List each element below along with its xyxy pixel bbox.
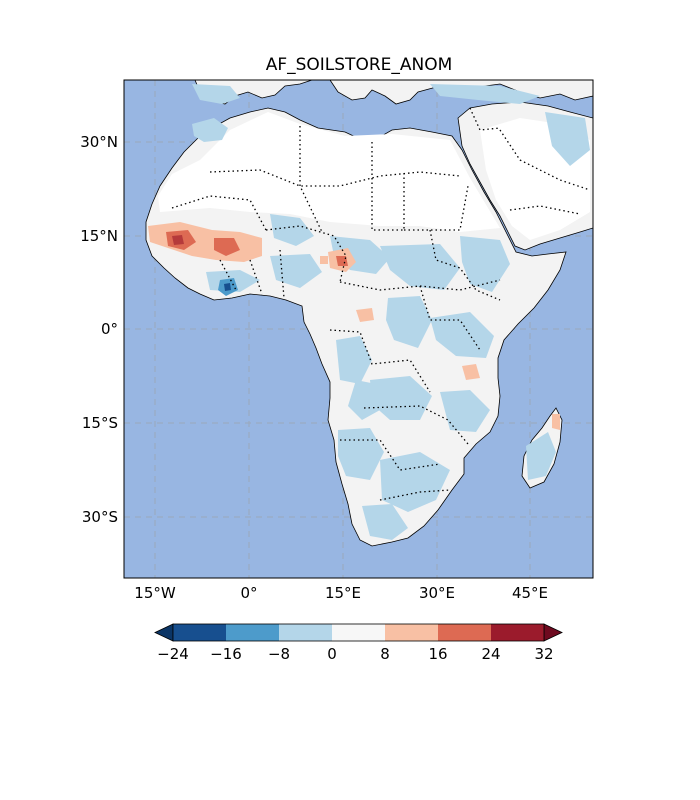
colorbar-extend-high (543, 623, 563, 642)
colorbar-extend-low (154, 623, 174, 642)
strong-negative-core (224, 283, 231, 291)
colorbar-tick-label: −16 (210, 645, 242, 663)
lon-label-45e: 45°E (512, 584, 548, 602)
colorbar-bin (279, 624, 332, 641)
colorbar-bin (491, 624, 544, 641)
colorbar-tick-label: −24 (157, 645, 189, 663)
colorbar-tick-label: 16 (428, 645, 447, 663)
colorbar-frame (172, 623, 545, 642)
colorbar-bin (226, 624, 279, 641)
lon-label-15w: 15°W (134, 584, 176, 602)
colorbar-tick-label: −8 (268, 645, 290, 663)
latitude-labels: 30°N 15°N 0° 15°S 30°S (80, 133, 118, 526)
country-borders (171, 107, 591, 501)
colorbar-bin (438, 624, 491, 641)
colorbar-bin (385, 624, 438, 641)
colorbar-bin (173, 624, 226, 641)
lon-label-30e: 30°E (419, 584, 455, 602)
lat-label-0: 0° (101, 320, 118, 338)
map-title: AF_SOILSTORE_ANOM (265, 55, 453, 75)
colorbar-tick-label: 24 (481, 645, 500, 663)
lat-label-30n: 30°N (80, 133, 118, 151)
sahara-region (158, 112, 500, 232)
longitude-labels: 15°W 0° 15°E 30°E 45°E (134, 584, 548, 602)
colorbar: −24 −16 −8 0 8 16 24 32 (154, 623, 563, 663)
colorbar-tick-label: 0 (327, 645, 337, 663)
lat-label-15n: 15°N (80, 227, 118, 245)
colorbar-bin (332, 624, 385, 641)
lat-label-30s: 30°S (82, 508, 118, 526)
lat-label-15s: 15°S (82, 414, 118, 432)
map-frame (123, 79, 594, 579)
positive-anomaly-patches (148, 222, 560, 430)
colorbar-tick-label: 8 (380, 645, 390, 663)
lon-label-15e: 15°E (325, 584, 361, 602)
lon-label-0: 0° (240, 584, 257, 602)
colorbar-tick-label: 32 (534, 645, 553, 663)
